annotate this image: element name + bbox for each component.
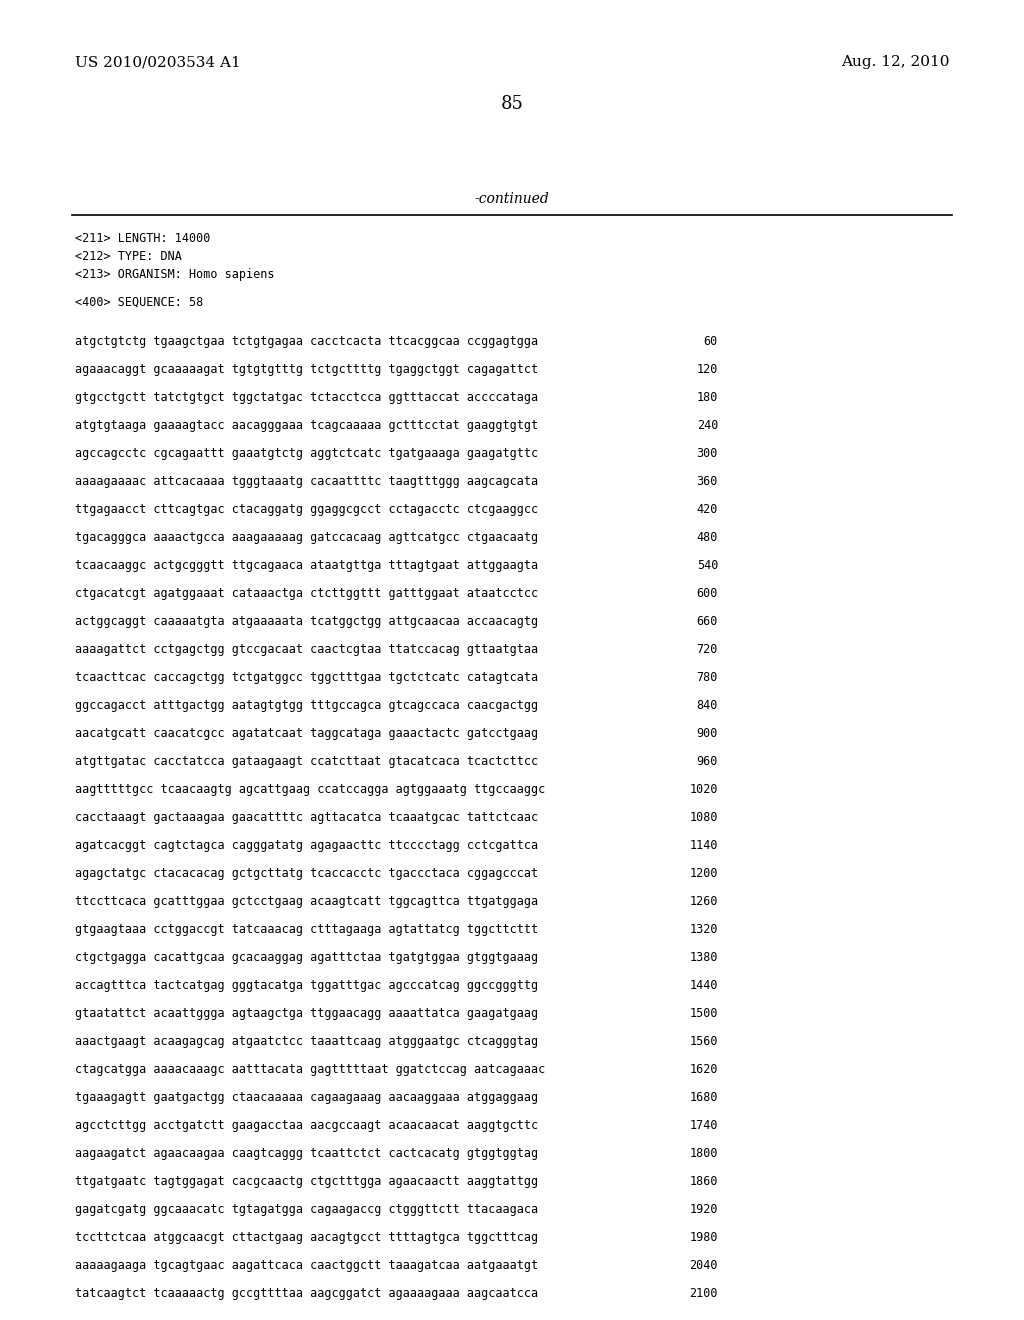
Text: tgacagggca aaaactgcca aaagaaaaag gatccacaag agttcatgcc ctgaacaatg: tgacagggca aaaactgcca aaagaaaaag gatccac…: [75, 531, 539, 544]
Text: 720: 720: [696, 643, 718, 656]
Text: gtaatattct acaattggga agtaagctga ttggaacagg aaaattatca gaagatgaag: gtaatattct acaattggga agtaagctga ttggaac…: [75, 1007, 539, 1020]
Text: gagatcgatg ggcaaacatc tgtagatgga cagaagaccg ctgggttctt ttacaagaca: gagatcgatg ggcaaacatc tgtagatgga cagaaga…: [75, 1203, 539, 1216]
Text: ctgacatcgt agatggaaat cataaactga ctcttggttt gatttggaat ataatcctcc: ctgacatcgt agatggaaat cataaactga ctcttgg…: [75, 587, 539, 601]
Text: gtgcctgctt tatctgtgct tggctatgac tctacctcca ggtttaccat accccataga: gtgcctgctt tatctgtgct tggctatgac tctacct…: [75, 391, 539, 404]
Text: actggcaggt caaaaatgta atgaaaaata tcatggctgg attgcaacaa accaacagtg: actggcaggt caaaaatgta atgaaaaata tcatggc…: [75, 615, 539, 628]
Text: 240: 240: [696, 418, 718, 432]
Text: 1980: 1980: [689, 1232, 718, 1243]
Text: 480: 480: [696, 531, 718, 544]
Text: 2100: 2100: [689, 1287, 718, 1300]
Text: ggccagacct atttgactgg aatagtgtgg tttgccagca gtcagccaca caacgactgg: ggccagacct atttgactgg aatagtgtgg tttgcca…: [75, 700, 539, 711]
Text: 1800: 1800: [689, 1147, 718, 1160]
Text: 840: 840: [696, 700, 718, 711]
Text: 1260: 1260: [689, 895, 718, 908]
Text: ctagcatgga aaaacaaagc aatttacata gagtttttaat ggatctccag aatcagaaac: ctagcatgga aaaacaaagc aatttacata gagtttt…: [75, 1063, 545, 1076]
Text: 960: 960: [696, 755, 718, 768]
Text: 1200: 1200: [689, 867, 718, 880]
Text: 180: 180: [696, 391, 718, 404]
Text: 1500: 1500: [689, 1007, 718, 1020]
Text: 1020: 1020: [689, 783, 718, 796]
Text: agaaacaggt gcaaaaagat tgtgtgtttg tctgcttttg tgaggctggt cagagattct: agaaacaggt gcaaaaagat tgtgtgtttg tctgctt…: [75, 363, 539, 376]
Text: 1620: 1620: [689, 1063, 718, 1076]
Text: Aug. 12, 2010: Aug. 12, 2010: [842, 55, 950, 69]
Text: atgtgtaaga gaaaagtacc aacagggaaa tcagcaaaaa gctttcctat gaaggtgtgt: atgtgtaaga gaaaagtacc aacagggaaa tcagcaa…: [75, 418, 539, 432]
Text: 1680: 1680: [689, 1092, 718, 1104]
Text: agatcacggt cagtctagca cagggatatg agagaacttc ttcccctagg cctcgattca: agatcacggt cagtctagca cagggatatg agagaac…: [75, 840, 539, 851]
Text: ttccttcaca gcatttggaa gctcctgaag acaagtcatt tggcagttca ttgatggaga: ttccttcaca gcatttggaa gctcctgaag acaagtc…: [75, 895, 539, 908]
Text: atgttgatac cacctatcca gataagaagt ccatcttaat gtacatcaca tcactcttcc: atgttgatac cacctatcca gataagaagt ccatctt…: [75, 755, 539, 768]
Text: tatcaagtct tcaaaaactg gccgttttaa aagcggatct agaaaagaaa aagcaatcca: tatcaagtct tcaaaaactg gccgttttaa aagcgga…: [75, 1287, 539, 1300]
Text: ctgctgagga cacattgcaa gcacaaggag agatttctaa tgatgtggaa gtggtgaaag: ctgctgagga cacattgcaa gcacaaggag agatttc…: [75, 950, 539, 964]
Text: <400> SEQUENCE: 58: <400> SEQUENCE: 58: [75, 296, 203, 309]
Text: 60: 60: [703, 335, 718, 348]
Text: aaaagattct cctgagctgg gtccgacaat caactcgtaa ttatccacag gttaatgtaa: aaaagattct cctgagctgg gtccgacaat caactcg…: [75, 643, 539, 656]
Text: 85: 85: [501, 95, 523, 114]
Text: agcctcttgg acctgatctt gaagacctaa aacgccaagt acaacaacat aaggtgcttc: agcctcttgg acctgatctt gaagacctaa aacgcca…: [75, 1119, 539, 1133]
Text: 900: 900: [696, 727, 718, 741]
Text: 360: 360: [696, 475, 718, 488]
Text: aacatgcatt caacatcgcc agatatcaat taggcataga gaaactactc gatcctgaag: aacatgcatt caacatcgcc agatatcaat taggcat…: [75, 727, 539, 741]
Text: <211> LENGTH: 14000: <211> LENGTH: 14000: [75, 232, 210, 246]
Text: tcaacttcac caccagctgg tctgatggcc tggctttgaa tgctctcatc catagtcata: tcaacttcac caccagctgg tctgatggcc tggcttt…: [75, 671, 539, 684]
Text: ttgagaacct cttcagtgac ctacaggatg ggaggcgcct cctagacctc ctcgaaggcc: ttgagaacct cttcagtgac ctacaggatg ggaggcg…: [75, 503, 539, 516]
Text: 660: 660: [696, 615, 718, 628]
Text: US 2010/0203534 A1: US 2010/0203534 A1: [75, 55, 241, 69]
Text: ttgatgaatc tagtggagat cacgcaactg ctgctttgga agaacaactt aaggtattgg: ttgatgaatc tagtggagat cacgcaactg ctgcttt…: [75, 1175, 539, 1188]
Text: 1380: 1380: [689, 950, 718, 964]
Text: aaaaagaaga tgcagtgaac aagattcaca caactggctt taaagatcaa aatgaaatgt: aaaaagaaga tgcagtgaac aagattcaca caactgg…: [75, 1259, 539, 1272]
Text: 1080: 1080: [689, 810, 718, 824]
Text: gtgaagtaaa cctggaccgt tatcaaacag ctttagaaga agtattatcg tggcttcttt: gtgaagtaaa cctggaccgt tatcaaacag ctttaga…: [75, 923, 539, 936]
Text: atgctgtctg tgaagctgaa tctgtgagaa cacctcacta ttcacggcaa ccggagtgga: atgctgtctg tgaagctgaa tctgtgagaa cacctca…: [75, 335, 539, 348]
Text: <212> TYPE: DNA: <212> TYPE: DNA: [75, 249, 182, 263]
Text: 2040: 2040: [689, 1259, 718, 1272]
Text: tgaaagagtt gaatgactgg ctaacaaaaa cagaagaaag aacaaggaaa atggaggaag: tgaaagagtt gaatgactgg ctaacaaaaa cagaaga…: [75, 1092, 539, 1104]
Text: 1560: 1560: [689, 1035, 718, 1048]
Text: 120: 120: [696, 363, 718, 376]
Text: 420: 420: [696, 503, 718, 516]
Text: agagctatgc ctacacacag gctgcttatg tcaccacctc tgaccctaca cggagcccat: agagctatgc ctacacacag gctgcttatg tcaccac…: [75, 867, 539, 880]
Text: 1320: 1320: [689, 923, 718, 936]
Text: aagaagatct agaacaagaa caagtcaggg tcaattctct cactcacatg gtggtggtag: aagaagatct agaacaagaa caagtcaggg tcaattc…: [75, 1147, 539, 1160]
Text: <213> ORGANISM: Homo sapiens: <213> ORGANISM: Homo sapiens: [75, 268, 274, 281]
Text: agccagcctc cgcagaattt gaaatgtctg aggtctcatc tgatgaaaga gaagatgttc: agccagcctc cgcagaattt gaaatgtctg aggtctc…: [75, 447, 539, 459]
Text: aaactgaagt acaagagcag atgaatctcc taaattcaag atgggaatgc ctcagggtag: aaactgaagt acaagagcag atgaatctcc taaattc…: [75, 1035, 539, 1048]
Text: 1920: 1920: [689, 1203, 718, 1216]
Text: accagtttca tactcatgag gggtacatga tggatttgac agcccatcag ggccgggttg: accagtttca tactcatgag gggtacatga tggattt…: [75, 979, 539, 993]
Text: cacctaaagt gactaaagaa gaacattttc agttacatca tcaaatgcac tattctcaac: cacctaaagt gactaaagaa gaacattttc agttaca…: [75, 810, 539, 824]
Text: -continued: -continued: [475, 191, 549, 206]
Text: tccttctcaa atggcaacgt cttactgaag aacagtgcct ttttagtgca tggctttcag: tccttctcaa atggcaacgt cttactgaag aacagtg…: [75, 1232, 539, 1243]
Text: 1440: 1440: [689, 979, 718, 993]
Text: 1140: 1140: [689, 840, 718, 851]
Text: 600: 600: [696, 587, 718, 601]
Text: 1860: 1860: [689, 1175, 718, 1188]
Text: 540: 540: [696, 558, 718, 572]
Text: aaaagaaaac attcacaaaa tgggtaaatg cacaattttc taagtttggg aagcagcata: aaaagaaaac attcacaaaa tgggtaaatg cacaatt…: [75, 475, 539, 488]
Text: 300: 300: [696, 447, 718, 459]
Text: tcaacaaggc actgcgggtt ttgcagaaca ataatgttga tttagtgaat attggaagta: tcaacaaggc actgcgggtt ttgcagaaca ataatgt…: [75, 558, 539, 572]
Text: 780: 780: [696, 671, 718, 684]
Text: 1740: 1740: [689, 1119, 718, 1133]
Text: aagtttttgcc tcaacaagtg agcattgaag ccatccagga agtggaaatg ttgccaaggc: aagtttttgcc tcaacaagtg agcattgaag ccatcc…: [75, 783, 545, 796]
